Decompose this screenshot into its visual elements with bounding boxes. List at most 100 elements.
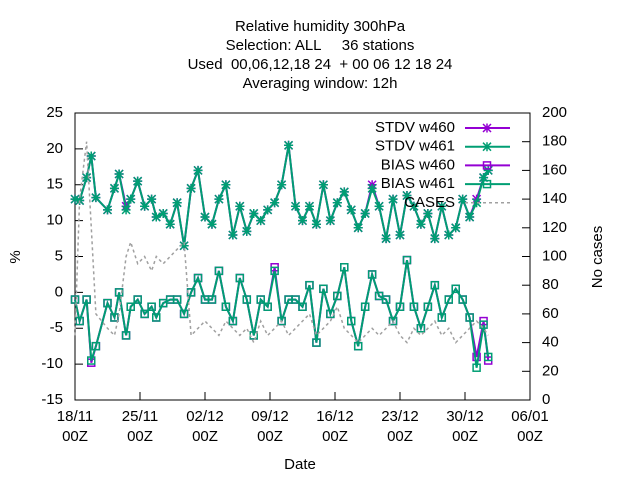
point-marker xyxy=(291,201,301,211)
plot-border xyxy=(74,112,531,401)
point-marker xyxy=(200,212,210,222)
point-marker xyxy=(347,316,356,326)
point-marker xyxy=(70,194,80,204)
y2-tick-label: 80 xyxy=(542,276,559,293)
point-marker xyxy=(360,208,370,218)
point-marker xyxy=(256,295,265,304)
x-tick-label: 02/12 00Z xyxy=(186,408,224,445)
point-marker xyxy=(172,198,182,208)
y2-axis-label: No cases xyxy=(589,226,606,289)
y2-tick-label: 120 xyxy=(542,219,567,236)
point-marker xyxy=(409,201,419,211)
x-axis-label: Date xyxy=(284,456,316,473)
point-marker xyxy=(121,331,131,340)
point-marker xyxy=(402,190,412,201)
x-tick-label: 16/12 00Z xyxy=(316,408,354,445)
y-tick-label: 25 xyxy=(46,104,63,121)
point-marker xyxy=(472,352,481,362)
point-marker xyxy=(483,352,493,362)
point-marker xyxy=(353,223,363,233)
y-axis-label: % xyxy=(7,250,24,263)
point-marker xyxy=(207,219,217,229)
point-marker xyxy=(304,201,314,211)
point-marker xyxy=(437,201,447,211)
y-tick-label: -15 xyxy=(41,391,63,408)
point-marker xyxy=(298,302,307,311)
point-marker xyxy=(312,338,321,347)
point-marker xyxy=(402,255,412,265)
point-marker xyxy=(482,142,492,152)
point-marker xyxy=(381,295,391,304)
point-marker xyxy=(353,341,363,351)
x-tick-label: 25/11 00Z xyxy=(121,408,159,445)
point-marker xyxy=(126,194,136,204)
point-marker xyxy=(479,320,488,329)
point-marker xyxy=(109,183,119,193)
point-marker xyxy=(151,212,161,222)
title-line: Averaging window: 12h xyxy=(243,75,398,92)
point-marker xyxy=(374,201,384,211)
point-marker xyxy=(214,194,224,204)
point-marker xyxy=(332,198,342,208)
point-marker xyxy=(140,201,150,211)
y-tick-label: 5 xyxy=(55,247,63,264)
point-marker xyxy=(346,205,356,215)
point-marker xyxy=(360,302,370,311)
point-marker xyxy=(193,273,203,283)
point-marker xyxy=(228,230,238,240)
point-marker xyxy=(333,291,342,301)
y2-tick-label: 100 xyxy=(542,247,567,264)
point-marker xyxy=(86,151,96,161)
series-line xyxy=(74,141,489,345)
point-marker xyxy=(242,226,252,236)
point-marker xyxy=(133,295,142,304)
point-marker xyxy=(221,302,231,311)
point-marker xyxy=(249,208,259,218)
y2-tick-label: 40 xyxy=(542,334,559,351)
point-marker xyxy=(140,309,149,319)
x-tick-label: 06/01 00Z xyxy=(511,408,549,445)
point-marker xyxy=(126,302,135,311)
point-marker xyxy=(270,198,280,208)
legend-label: BIAS w461 xyxy=(381,175,455,192)
point-marker xyxy=(409,302,419,311)
point-marker xyxy=(472,198,482,208)
series-line xyxy=(74,145,490,246)
y2-tick-label: 160 xyxy=(542,161,567,178)
point-marker xyxy=(458,295,467,304)
x-tick-label: 09/12 00Z xyxy=(251,408,289,445)
point-marker xyxy=(437,313,447,322)
point-marker xyxy=(110,313,119,322)
point-marker xyxy=(325,216,335,226)
point-marker xyxy=(388,316,398,326)
point-marker xyxy=(305,280,314,290)
point-marker xyxy=(179,309,189,319)
y-tick-label: 0 xyxy=(55,283,63,300)
point-marker xyxy=(311,219,321,229)
point-marker xyxy=(82,173,92,183)
point-marker xyxy=(235,201,245,211)
point-marker xyxy=(235,273,245,283)
point-marker xyxy=(147,194,157,204)
point-marker xyxy=(70,295,80,304)
y2-tick-label: 200 xyxy=(542,104,567,121)
point-marker xyxy=(472,363,481,372)
point-marker xyxy=(147,302,156,311)
title-line: Relative humidity 300hPa xyxy=(235,18,406,35)
point-marker xyxy=(165,219,175,229)
y-tick-label: 15 xyxy=(46,176,63,193)
point-marker xyxy=(82,295,91,304)
y2-tick-label: 20 xyxy=(542,362,559,379)
point-marker xyxy=(158,208,168,218)
point-marker xyxy=(214,266,224,276)
point-marker xyxy=(91,193,101,203)
point-marker xyxy=(133,176,143,186)
legend-label: STDV w461 xyxy=(375,138,455,155)
point-marker xyxy=(451,223,461,233)
point-marker xyxy=(388,194,398,204)
point-marker xyxy=(423,302,433,311)
point-marker xyxy=(103,298,112,308)
point-marker xyxy=(482,179,492,189)
